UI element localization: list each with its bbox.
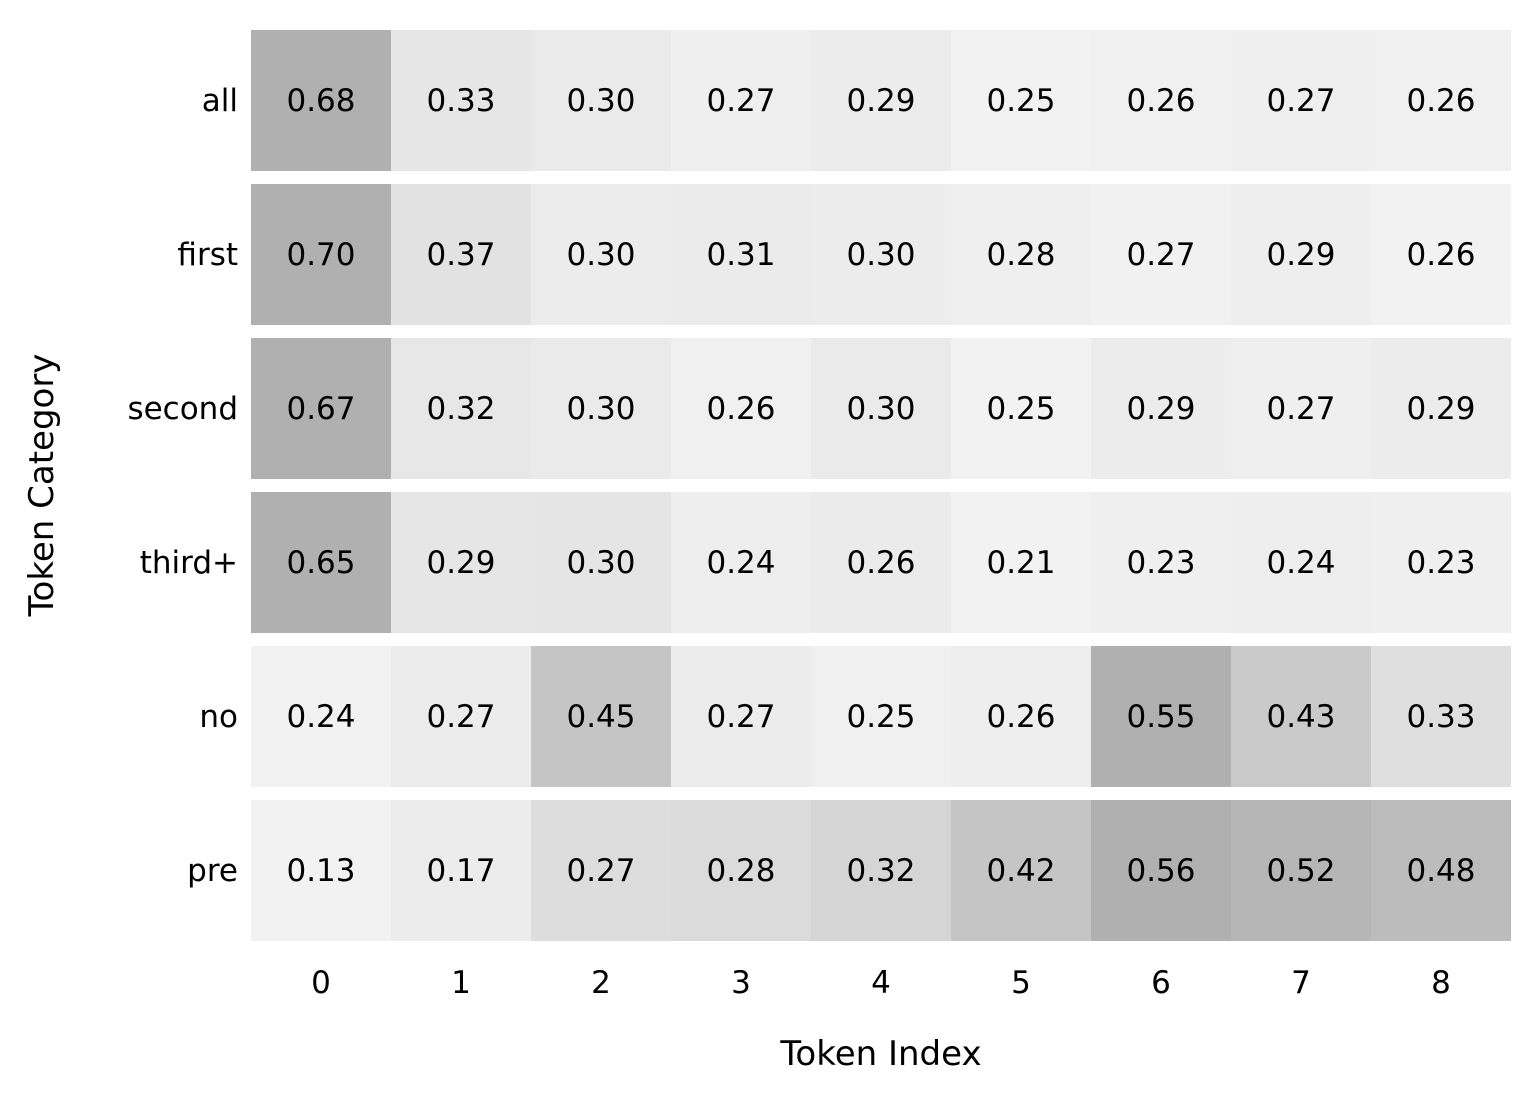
heatmap-cell: 0.26 (1091, 30, 1231, 171)
heatmap-cell: 0.25 (811, 646, 951, 787)
x-tick-label: 3 (731, 965, 751, 1001)
heatmap-cell: 0.37 (391, 184, 531, 325)
heatmap-cell: 0.29 (391, 492, 531, 633)
heatmap-cell: 0.21 (951, 492, 1091, 633)
heatmap-row-pre: pre 0.13 0.17 0.27 0.28 0.32 0.42 0.56 0.52 0.48 (0, 800, 1511, 941)
heatmap-cell: 0.13 (251, 800, 391, 941)
heatmap-cell: 0.30 (811, 338, 951, 479)
heatmap-cell: 0.28 (951, 184, 1091, 325)
heatmap-cell: 0.55 (1091, 646, 1231, 787)
heatmap-cell: 0.32 (391, 338, 531, 479)
heatmap-cell: 0.27 (1231, 30, 1371, 171)
x-tick-label: 1 (451, 965, 471, 1001)
x-tick-label: 7 (1291, 965, 1311, 1001)
heatmap-cell: 0.33 (391, 30, 531, 171)
heatmap-cell: 0.65 (251, 492, 391, 633)
y-tick-label: first (177, 236, 238, 273)
x-tick-label: 6 (1151, 965, 1171, 1001)
heatmap-cell: 0.45 (531, 646, 671, 787)
heatmap-cell: 0.56 (1091, 800, 1231, 941)
heatmap-cell: 0.17 (391, 800, 531, 941)
heatmap-cell: 0.31 (671, 184, 811, 325)
heatmap-cell: 0.29 (1231, 184, 1371, 325)
heatmap-cell: 0.26 (811, 492, 951, 633)
heatmap-cell: 0.29 (811, 30, 951, 171)
heatmap-plot-area: all 0.68 0.33 0.30 0.27 0.29 0.25 0.26 0.27 0.26 f… (0, 30, 1511, 1001)
heatmap-row-all: all 0.68 0.33 0.30 0.27 0.29 0.25 0.26 0.27 0.26 (0, 30, 1511, 171)
heatmap-row-first: first 0.70 0.37 0.30 0.31 0.30 0.28 0.27 0.29 0.2… (0, 184, 1511, 325)
heatmap-cell: 0.70 (251, 184, 391, 325)
heatmap-cell: 0.26 (951, 646, 1091, 787)
x-axis-ticks: 0 1 2 3 4 5 6 7 8 (0, 965, 1511, 1001)
y-tick-label: second (127, 390, 238, 427)
x-tick-label: 4 (871, 965, 891, 1001)
heatmap-cell: 0.30 (531, 338, 671, 479)
y-tick-label: no (199, 698, 238, 735)
y-tick-label: third+ (139, 544, 238, 581)
heatmap-cell: 0.43 (1231, 646, 1371, 787)
heatmap-cell: 0.68 (251, 30, 391, 171)
heatmap-row-no: no 0.24 0.27 0.45 0.27 0.25 0.26 0.55 0.43 0.33 (0, 646, 1511, 787)
heatmap-cell: 0.26 (1371, 184, 1511, 325)
x-tick-label: 2 (591, 965, 611, 1001)
heatmap-cell: 0.42 (951, 800, 1091, 941)
heatmap-cell: 0.27 (1091, 184, 1231, 325)
heatmap-cell: 0.25 (951, 30, 1091, 171)
heatmap-rows: all 0.68 0.33 0.30 0.27 0.29 0.25 0.26 0.27 0.26 f… (0, 30, 1511, 941)
heatmap-cell: 0.23 (1091, 492, 1231, 633)
heatmap-cell: 0.33 (1371, 646, 1511, 787)
heatmap-cell: 0.67 (251, 338, 391, 479)
x-tick-label: 8 (1431, 965, 1451, 1001)
heatmap-row-second: second 0.67 0.32 0.30 0.26 0.30 0.25 0.29 0.27 0.… (0, 338, 1511, 479)
heatmap-cell: 0.30 (531, 492, 671, 633)
heatmap-cell: 0.32 (811, 800, 951, 941)
heatmap-cell: 0.27 (1231, 338, 1371, 479)
heatmap-cell: 0.27 (391, 646, 531, 787)
heatmap-cell: 0.24 (251, 646, 391, 787)
heatmap-cell: 0.26 (671, 338, 811, 479)
y-tick-label: all (201, 82, 238, 119)
x-axis-title: Token Index (780, 1034, 982, 1074)
heatmap-cell: 0.23 (1371, 492, 1511, 633)
heatmap-cell: 0.52 (1231, 800, 1371, 941)
heatmap-cell: 0.29 (1371, 338, 1511, 479)
y-tick-label: pre (187, 852, 238, 889)
heatmap-cell: 0.27 (671, 30, 811, 171)
heatmap-cell: 0.27 (531, 800, 671, 941)
heatmap-cell: 0.24 (671, 492, 811, 633)
heatmap-cell: 0.26 (1371, 30, 1511, 171)
x-tick-label: 5 (1011, 965, 1031, 1001)
heatmap-cell: 0.24 (1231, 492, 1371, 633)
heatmap-cell: 0.25 (951, 338, 1091, 479)
x-tick-label: 0 (311, 965, 331, 1001)
heatmap-cell: 0.27 (671, 646, 811, 787)
heatmap-cell: 0.30 (811, 184, 951, 325)
x-axis-spacer (0, 965, 251, 1001)
heatmap-cell: 0.29 (1091, 338, 1231, 479)
heatmap-cell: 0.48 (1371, 800, 1511, 941)
heatmap-cell: 0.28 (671, 800, 811, 941)
heatmap-cell: 0.30 (531, 184, 671, 325)
heatmap-cell: 0.30 (531, 30, 671, 171)
heatmap-row-third+: third+ 0.65 0.29 0.30 0.24 0.26 0.21 0.23 0.24 0.… (0, 492, 1511, 633)
